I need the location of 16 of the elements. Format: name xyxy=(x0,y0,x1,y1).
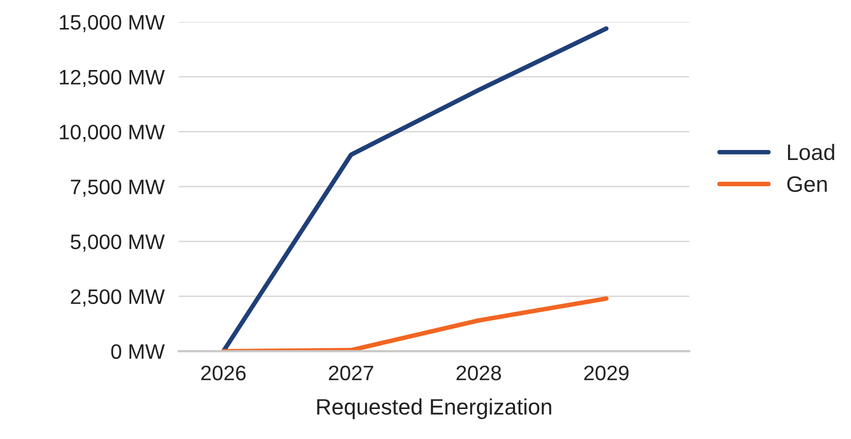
legend-label: Load xyxy=(788,144,834,160)
y-tick-label: 0 MW xyxy=(111,344,165,359)
y-tick-label: 15,000 MW xyxy=(60,14,165,32)
x-tick-label: 2029 xyxy=(584,366,629,380)
y-tick-label: 7,500 MW xyxy=(70,180,165,197)
x-axis-title: Requested Energization xyxy=(317,398,552,420)
x-tick-label: 2026 xyxy=(201,366,246,380)
y-tick-label: 2,500 MW xyxy=(70,289,165,307)
y-tick-label: 12,500 MW xyxy=(60,70,165,88)
y-tick-label: 10,000 MW xyxy=(60,124,165,142)
y-tick-label: 5,000 MW xyxy=(70,234,165,252)
x-tick-label: 2027 xyxy=(328,366,374,380)
x-tick-label: 2028 xyxy=(456,366,501,380)
legend-label: Gen xyxy=(787,176,827,192)
line-series xyxy=(221,26,609,352)
line-series xyxy=(221,296,609,352)
